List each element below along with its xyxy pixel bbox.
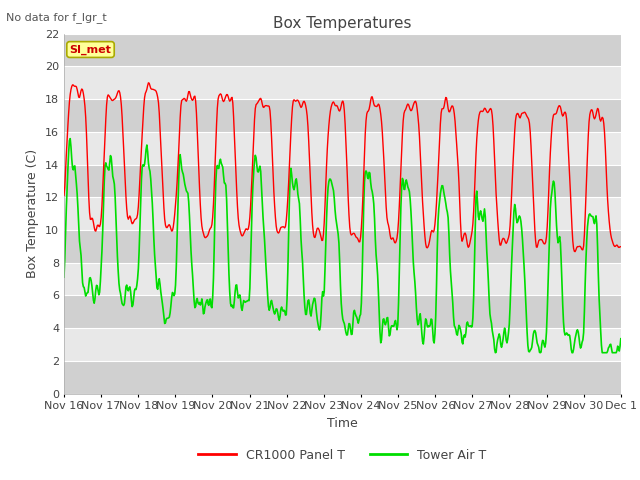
CR1000 Panel T bbox=[617, 244, 625, 250]
Title: Box Temperatures: Box Temperatures bbox=[273, 16, 412, 31]
Y-axis label: Box Temperature (C): Box Temperature (C) bbox=[26, 149, 39, 278]
CR1000 Panel T bbox=[70, 83, 78, 89]
Tower Air T bbox=[617, 336, 625, 342]
CR1000 Panel T bbox=[145, 80, 152, 86]
Line: Tower Air T: Tower Air T bbox=[64, 139, 621, 353]
CR1000 Panel T bbox=[127, 218, 135, 224]
Bar bbox=[64, 361, 621, 394]
X-axis label: Time: Time bbox=[327, 417, 358, 430]
Bar bbox=[64, 230, 621, 263]
Tower Air T bbox=[185, 199, 193, 204]
Text: SI_met: SI_met bbox=[70, 44, 111, 55]
Tower Air T bbox=[411, 278, 419, 284]
Tower Air T bbox=[71, 163, 79, 169]
CR1000 Panel T bbox=[428, 229, 435, 235]
CR1000 Panel T bbox=[572, 249, 579, 254]
CR1000 Panel T bbox=[60, 192, 68, 198]
CR1000 Panel T bbox=[185, 89, 193, 95]
Tower Air T bbox=[67, 136, 74, 142]
Bar bbox=[64, 99, 621, 132]
Tower Air T bbox=[428, 316, 435, 322]
Tower Air T bbox=[60, 274, 68, 280]
CR1000 Panel T bbox=[214, 96, 222, 102]
Bar bbox=[64, 295, 621, 328]
Tower Air T bbox=[492, 350, 499, 356]
Line: CR1000 Panel T: CR1000 Panel T bbox=[64, 83, 621, 252]
Tower Air T bbox=[214, 166, 222, 171]
Tower Air T bbox=[128, 304, 136, 310]
Bar bbox=[64, 165, 621, 197]
CR1000 Panel T bbox=[411, 99, 419, 105]
Text: No data for f_lgr_t: No data for f_lgr_t bbox=[6, 12, 107, 23]
Legend: CR1000 Panel T, Tower Air T: CR1000 Panel T, Tower Air T bbox=[193, 444, 492, 467]
Bar bbox=[64, 34, 621, 66]
